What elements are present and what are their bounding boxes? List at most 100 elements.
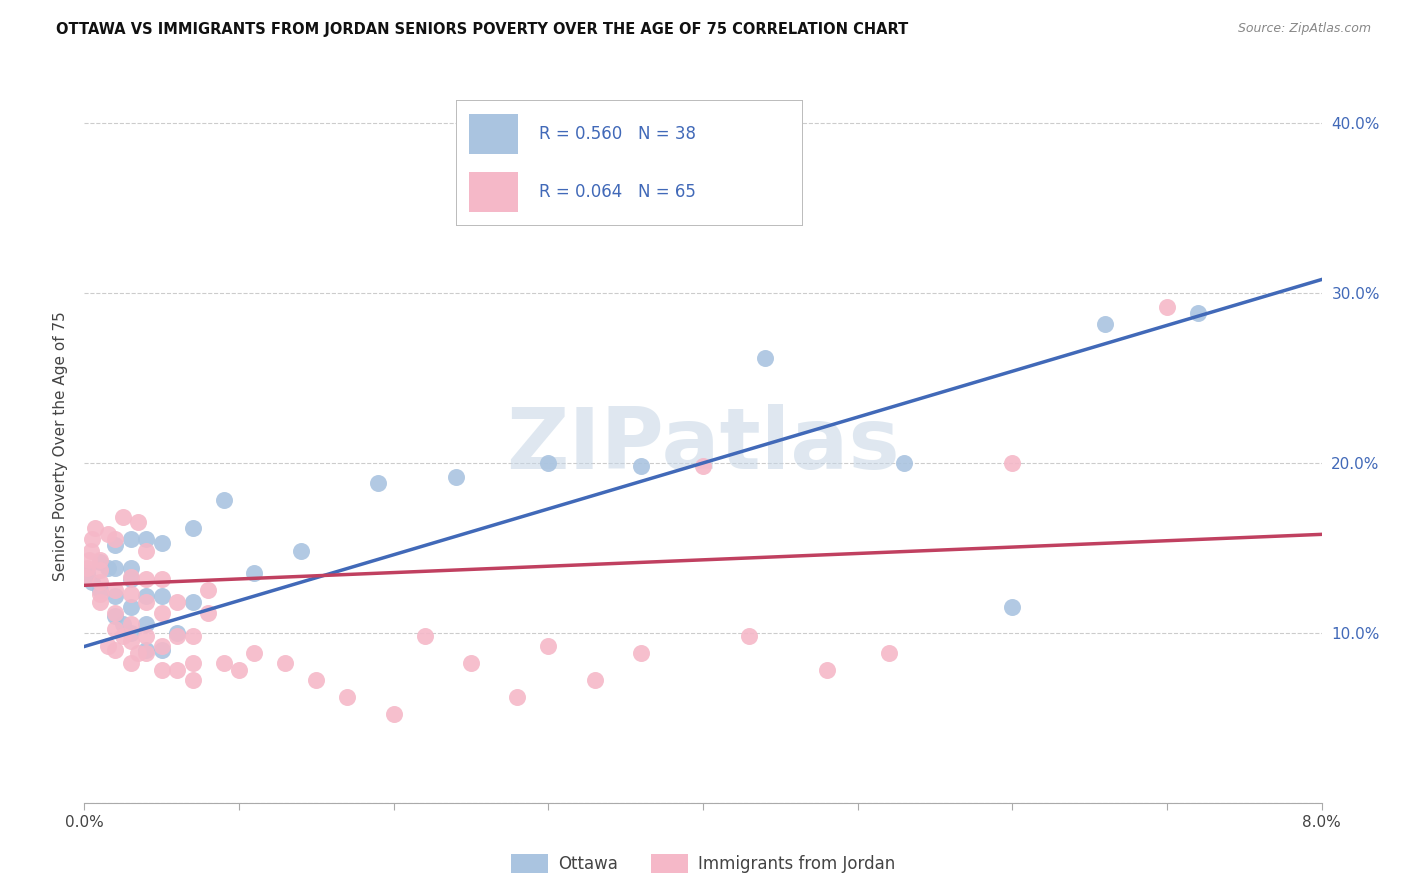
Point <box>181 629 204 643</box>
Point <box>630 459 652 474</box>
Point <box>336 690 359 705</box>
Point <box>135 533 157 547</box>
Point <box>89 555 111 569</box>
Point <box>150 536 173 550</box>
Point <box>583 673 606 688</box>
Point <box>89 583 111 598</box>
Point <box>290 544 312 558</box>
Point <box>120 587 142 601</box>
Point <box>166 595 188 609</box>
Point <box>150 606 173 620</box>
Point <box>413 629 436 643</box>
Point <box>181 520 204 534</box>
Point <box>877 646 900 660</box>
Point <box>120 626 142 640</box>
Point <box>120 634 142 648</box>
Point <box>630 646 652 660</box>
Point <box>274 657 297 671</box>
Point <box>444 469 467 483</box>
Point <box>181 595 204 609</box>
Point <box>212 493 235 508</box>
Point <box>166 629 188 643</box>
Point <box>197 606 219 620</box>
Point <box>1001 456 1024 470</box>
Point <box>754 351 776 365</box>
Point <box>150 663 173 677</box>
Point <box>135 544 157 558</box>
Point <box>120 657 142 671</box>
Point <box>1156 300 1178 314</box>
Point <box>127 646 149 660</box>
Point <box>112 629 135 643</box>
Point <box>120 570 142 584</box>
Point <box>127 516 149 530</box>
Point <box>104 583 127 598</box>
Point <box>112 510 135 524</box>
Point <box>120 572 142 586</box>
Point <box>212 657 235 671</box>
Point <box>228 663 250 677</box>
Point <box>166 663 188 677</box>
Point <box>120 533 142 547</box>
Point <box>815 663 838 677</box>
Point <box>96 561 118 575</box>
Point <box>82 533 104 547</box>
Point <box>692 459 714 474</box>
Point <box>1094 317 1116 331</box>
Point <box>181 657 204 671</box>
Point <box>150 589 173 603</box>
Point <box>537 640 560 654</box>
Y-axis label: Seniors Poverty Over the Age of 75: Seniors Poverty Over the Age of 75 <box>52 311 67 581</box>
Point <box>75 570 97 584</box>
Point <box>77 553 100 567</box>
Point <box>135 643 157 657</box>
Point <box>104 608 127 623</box>
Point <box>104 533 127 547</box>
Point <box>89 595 111 609</box>
Point <box>112 617 135 632</box>
Point <box>150 640 173 654</box>
Point <box>460 657 482 671</box>
Point <box>135 646 157 660</box>
Point <box>893 456 915 470</box>
Point <box>1187 306 1209 320</box>
Point <box>166 626 188 640</box>
Point <box>104 643 127 657</box>
Text: Source: ZipAtlas.com: Source: ZipAtlas.com <box>1237 22 1371 36</box>
Point <box>135 572 157 586</box>
Text: OTTAWA VS IMMIGRANTS FROM JORDAN SENIORS POVERTY OVER THE AGE OF 75 CORRELATION : OTTAWA VS IMMIGRANTS FROM JORDAN SENIORS… <box>56 22 908 37</box>
Point <box>104 561 127 575</box>
Point <box>104 537 127 551</box>
Point <box>89 553 111 567</box>
Point <box>150 572 173 586</box>
Point <box>89 587 111 601</box>
Point <box>104 589 127 603</box>
Point <box>135 589 157 603</box>
Point <box>243 566 266 581</box>
Point <box>89 563 111 577</box>
Point <box>104 606 127 620</box>
Point <box>120 561 142 575</box>
Point <box>305 673 328 688</box>
Legend: Ottawa, Immigrants from Jordan: Ottawa, Immigrants from Jordan <box>505 847 901 880</box>
Point <box>79 544 101 558</box>
Point <box>104 623 127 637</box>
Point <box>135 595 157 609</box>
Point <box>537 456 560 470</box>
Point <box>243 646 266 660</box>
Text: ZIPatlas: ZIPatlas <box>506 404 900 488</box>
Point <box>89 574 111 589</box>
Point <box>382 707 405 722</box>
Point <box>76 561 98 575</box>
Point <box>367 476 389 491</box>
Point <box>150 643 173 657</box>
Point <box>82 574 104 589</box>
Point <box>120 600 142 615</box>
Point <box>738 629 761 643</box>
Point <box>96 527 118 541</box>
Point <box>96 640 118 654</box>
Point <box>197 583 219 598</box>
Point <box>1001 600 1024 615</box>
Point <box>181 673 204 688</box>
Point <box>506 690 529 705</box>
